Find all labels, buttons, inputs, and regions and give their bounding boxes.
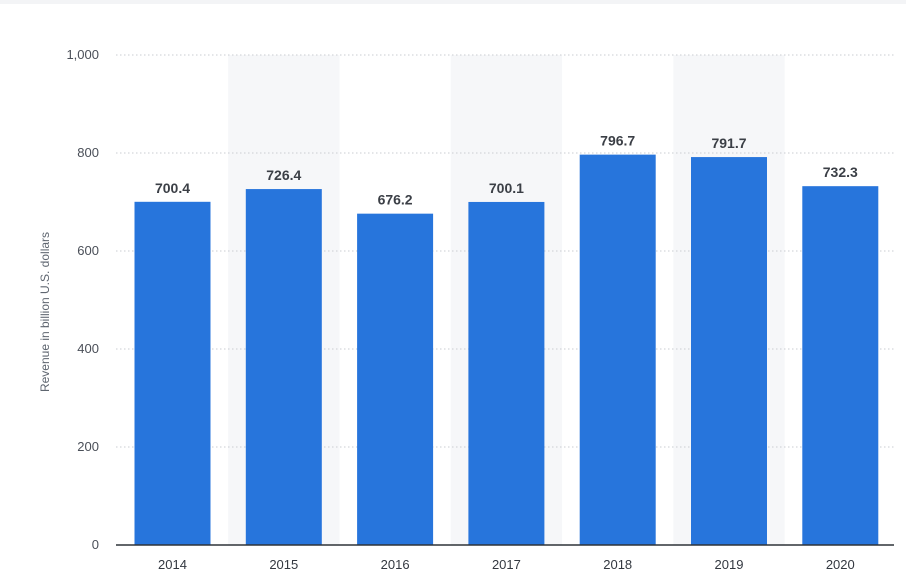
- x-tick-label: 2016: [381, 557, 410, 572]
- top-strip: [0, 0, 906, 4]
- bars: [134, 154, 879, 546]
- x-tick-label: 2019: [715, 557, 744, 572]
- x-tick-label: 2014: [158, 557, 187, 572]
- x-tick-label: 2018: [603, 557, 632, 572]
- y-tick-label: 0: [92, 537, 99, 552]
- bar-2017[interactable]: [468, 201, 545, 546]
- data-label: 791.7: [711, 135, 746, 151]
- bar-2019[interactable]: [691, 157, 767, 545]
- y-axis-title: Revenue in billion U.S. dollars: [38, 232, 52, 392]
- y-axis-ticks: 0 200 400 600 800 1,000: [66, 47, 99, 552]
- x-tick-label: 2017: [492, 557, 521, 572]
- y-tick-label: 600: [77, 243, 99, 258]
- data-label: 726.4: [266, 167, 301, 183]
- y-tick-label: 200: [77, 439, 99, 454]
- data-label: 700.4: [155, 180, 190, 196]
- y-tick-label: 1,000: [66, 47, 99, 62]
- bar-2018[interactable]: [579, 154, 656, 545]
- data-label: 732.3: [823, 164, 858, 180]
- data-labels: 700.4 726.4 676.2 700.1 796.7 791.7 732.3: [155, 133, 858, 208]
- data-label: 796.7: [600, 133, 635, 149]
- y-tick-label: 800: [77, 145, 99, 160]
- data-label: 676.2: [378, 192, 413, 208]
- x-axis-ticks: 2014 2015 2016 2017 2018 2019 2020: [158, 557, 855, 572]
- bar-2015[interactable]: [245, 189, 322, 545]
- bar-2014[interactable]: [134, 201, 211, 545]
- bar-2020[interactable]: [802, 186, 879, 545]
- x-tick-label: 2015: [269, 557, 298, 572]
- x-tick-label: 2020: [826, 557, 855, 572]
- bar-2016[interactable]: [357, 213, 434, 546]
- y-tick-label: 400: [77, 341, 99, 356]
- data-label: 700.1: [489, 180, 524, 196]
